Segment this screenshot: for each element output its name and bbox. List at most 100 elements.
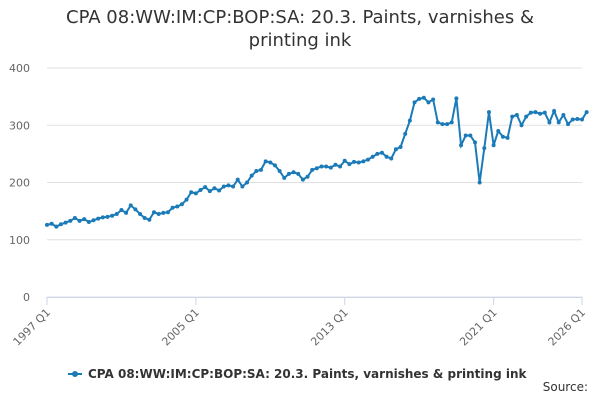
data-point [189,190,194,195]
y-tick-label: 0 [23,291,30,304]
data-point [454,96,459,101]
data-point [193,191,198,196]
data-point [505,135,510,140]
data-point [105,214,110,219]
data-point [286,171,291,176]
data-point [68,218,73,223]
data-point [468,133,473,138]
data-point [459,143,464,148]
data-point [305,174,310,179]
data-point [133,207,138,212]
data-point [296,171,301,176]
data-point [403,131,408,136]
data-point [49,221,54,226]
data-point [407,118,412,123]
data-point [384,154,389,159]
data-point [319,164,324,169]
data-point [54,224,59,229]
data-point [249,173,254,178]
data-point [324,164,329,169]
source: Source: [543,380,588,394]
data-point [338,164,343,169]
data-point [370,154,375,159]
data-point [445,122,450,127]
data-point [510,114,515,119]
data-point [366,157,370,162]
data-point [477,180,482,185]
data-point [533,110,538,115]
series-line [46,96,588,228]
data-point [514,112,519,117]
data-point [398,145,403,150]
data-point [431,97,436,102]
data-point [556,120,561,125]
data-point [561,112,566,117]
y-tick-label: 200 [9,177,30,190]
data-point [412,100,417,105]
data-point [175,204,180,209]
data-point [291,170,296,175]
data-point [538,111,543,116]
data-point [347,162,352,167]
data-point [179,202,184,207]
y-tick-label: 100 [9,234,30,247]
chart-title: CPA 08:WW:IM:CP:BOP:SA: 20.3. Paints, va… [66,7,534,51]
data-point [496,128,501,133]
data-point [566,122,571,127]
data-point [393,147,398,152]
data-point [86,220,91,225]
data-point [198,187,203,192]
data-point [361,159,366,164]
data-point [152,210,156,215]
data-point [333,162,338,167]
data-point [277,169,282,174]
data-point [486,110,491,115]
legend-marker [72,371,78,377]
data-point [300,177,305,182]
data-point [352,159,357,164]
data-point [114,211,119,216]
data-point [221,184,226,189]
data-point [240,184,245,189]
data-point [96,216,101,221]
data-point [254,169,259,174]
data-point [417,96,422,101]
data-point [161,210,166,215]
data-point [519,123,524,128]
data-point [570,117,575,122]
data-point [449,120,454,125]
data-point [72,215,77,220]
data-point [328,165,333,170]
data-point [165,210,170,215]
data-point [45,222,49,227]
data-point [147,217,152,222]
data-point [259,167,263,172]
data-point [440,122,445,127]
data-point [77,218,82,223]
data-point [426,100,431,105]
data-point [63,220,68,225]
data-point [575,116,580,121]
data-point [170,205,175,210]
data-point [435,120,440,125]
data-point [245,180,250,185]
data-point [231,184,236,189]
y-tick-label: 400 [9,62,30,75]
data-point [124,210,129,215]
data-point [268,160,273,165]
data-point [82,217,87,222]
x-tick-label: 2005 Q1 [159,306,202,349]
data-point [203,185,208,190]
data-point [100,215,105,220]
data-point [212,186,217,191]
data-point [500,134,505,139]
data-point [138,211,143,216]
data-point [547,120,552,125]
data-point [375,151,380,156]
x-tick-label: 1997 Q1 [11,306,54,349]
data-point [110,213,115,218]
data-point [184,197,189,202]
data-point [226,183,231,188]
data-point [142,215,147,220]
